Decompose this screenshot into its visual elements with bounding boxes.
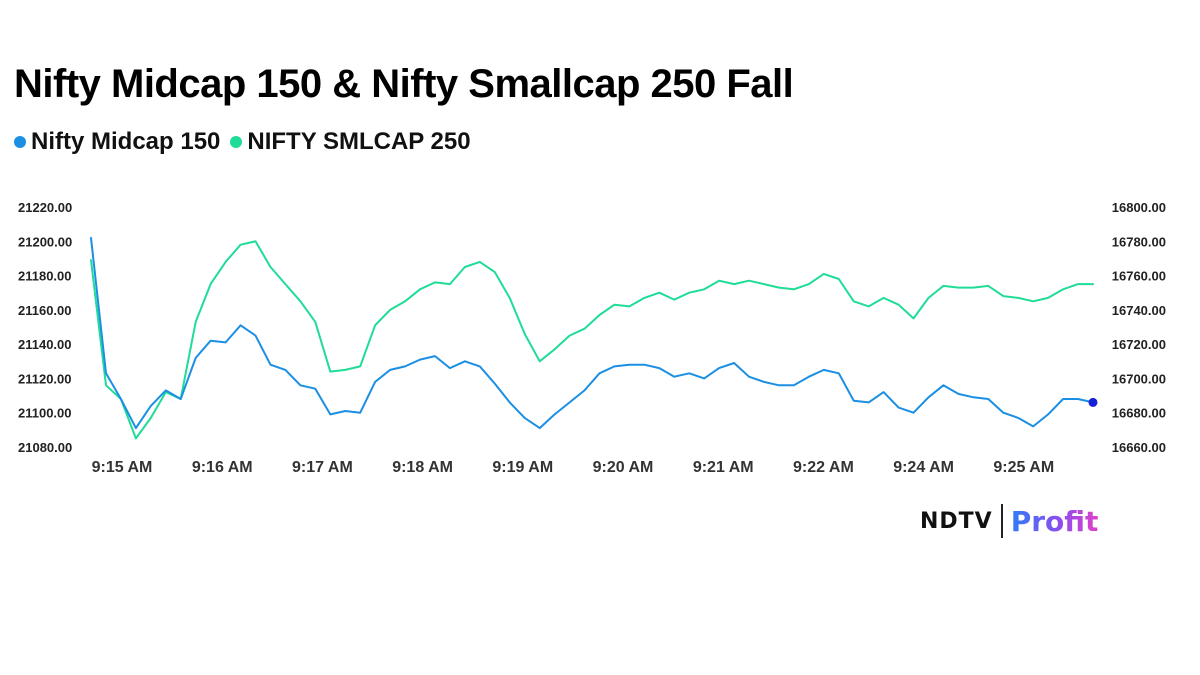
y-axis-left: 21220.00 21200.00 21180.00 21160.00 21140.00… (18, 200, 72, 455)
series-line-midcap (90, 236, 1094, 430)
x-axis: 9:15 AM 9:16 AM 9:17 AM 9:18 AM 9:19 AM 9:20 … (92, 459, 1055, 476)
x-tick-label: 9:19 AM (492, 459, 553, 476)
last-point-marker (1088, 397, 1098, 407)
y-left-tick-label: 21080.00 (18, 440, 72, 455)
y-axis-right: 16800.00 16780.00 16760.00 16740.00 16720.00… (1112, 200, 1166, 455)
legend-label-smallcap: NIFTY SMLCAP 250 (247, 128, 471, 155)
y-right-tick-label: 16680.00 (1112, 406, 1166, 421)
legend-label-midcap: Nifty Midcap 150 (31, 128, 221, 155)
brand-divider (1000, 504, 1003, 538)
x-tick-label: 9:15 AM (92, 459, 153, 476)
ndtv-profit-logo: NDTV Profit (920, 503, 1098, 539)
chart-title: Nifty Midcap 150 & Nifty Smallcap 250 Fa… (14, 62, 794, 106)
x-tick-label: 9:25 AM (993, 459, 1054, 476)
brand-profit: Profit (1010, 504, 1099, 538)
legend: Nifty Midcap 150 NIFTY SMLCAP 250 (14, 128, 481, 156)
y-right-tick-label: 16720.00 (1112, 337, 1166, 352)
y-left-tick-label: 21120.00 (18, 371, 72, 386)
x-tick-label: 9:20 AM (593, 459, 654, 476)
y-left-tick-label: 21220.00 (18, 200, 72, 215)
x-tick-label: 9:21 AM (693, 459, 754, 476)
y-right-tick-label: 16700.00 (1112, 371, 1166, 386)
x-tick-label: 9:17 AM (292, 459, 353, 476)
y-right-tick-label: 16780.00 (1112, 234, 1166, 249)
y-left-tick-label: 21160.00 (18, 303, 72, 318)
series-line-smallcap (90, 240, 1094, 440)
legend-dot-smallcap (230, 136, 243, 148)
y-right-tick-label: 16660.00 (1112, 440, 1166, 455)
y-left-tick-label: 21180.00 (18, 269, 72, 284)
legend-item-midcap: Nifty Midcap 150 (14, 128, 220, 156)
x-tick-label: 9:24 AM (893, 459, 954, 476)
x-tick-label: 9:18 AM (392, 459, 453, 476)
x-tick-label: 9:16 AM (192, 459, 253, 476)
y-right-tick-label: 16740.00 (1112, 303, 1166, 318)
y-left-tick-label: 21140.00 (18, 337, 72, 352)
legend-item-smallcap: NIFTY SMLCAP 250 (230, 128, 471, 156)
y-left-tick-label: 21200.00 (18, 234, 72, 249)
brand-ndtv: NDTV (920, 508, 993, 534)
x-tick-label: 9:22 AM (793, 459, 854, 476)
y-right-tick-label: 16800.00 (1112, 200, 1166, 215)
y-right-tick-label: 16760.00 (1112, 269, 1166, 284)
series-lines (90, 236, 1098, 440)
y-left-tick-label: 21100.00 (18, 406, 72, 421)
legend-dot-midcap (14, 136, 26, 148)
line-chart: 21220.00 21200.00 21180.00 21160.00 21140.00… (18, 200, 1166, 476)
